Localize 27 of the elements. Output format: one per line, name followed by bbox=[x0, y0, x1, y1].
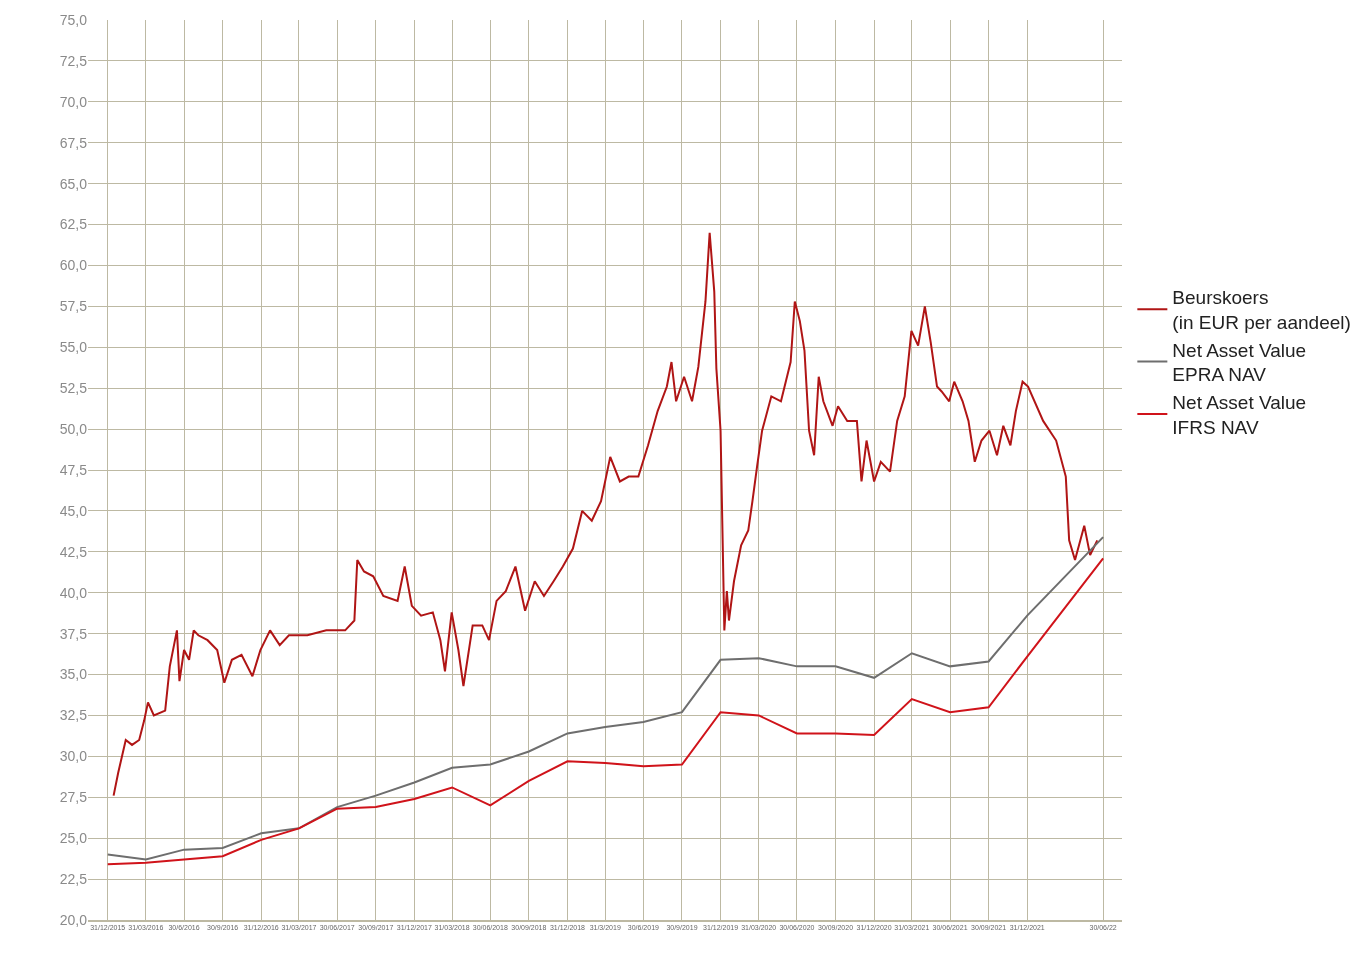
y-tick-label: 60,0 bbox=[59, 257, 88, 274]
y-tick-label: 52,5 bbox=[59, 380, 88, 397]
y-tick-label: 40,0 bbox=[59, 584, 88, 601]
y-tick-label: 50,0 bbox=[59, 420, 88, 437]
y-tick-label: 25,0 bbox=[59, 830, 88, 847]
y-tick-label: 35,0 bbox=[59, 666, 88, 683]
y-tick-label: 70,0 bbox=[59, 93, 88, 110]
legend-label: Net Asset Value EPRA NAV bbox=[1172, 339, 1307, 386]
y-tick-label: 47,5 bbox=[59, 461, 88, 478]
y-tick-label: 67,5 bbox=[59, 134, 88, 151]
line-series bbox=[112, 231, 1099, 797]
y-tick-label: 20,0 bbox=[59, 911, 88, 928]
y-tick-label: 57,5 bbox=[59, 298, 88, 315]
legend-label: Beurskoers (in EUR per aandeel) bbox=[1172, 287, 1351, 333]
y-tick-label: 37,5 bbox=[59, 625, 88, 642]
y-tick-label: 42,5 bbox=[59, 543, 88, 560]
y-tick-label: 45,0 bbox=[59, 502, 88, 519]
y-tick-label: 55,0 bbox=[59, 339, 88, 356]
y-tick-label: 30,0 bbox=[59, 748, 88, 765]
legend-label: Net Asset Value IFRS NAV bbox=[1172, 392, 1307, 438]
y-tick-label: 62,5 bbox=[59, 216, 88, 233]
y-tick-label: 27,5 bbox=[59, 789, 88, 806]
y-tick-label: 75,0 bbox=[59, 11, 88, 28]
y-tick-label: 65,0 bbox=[59, 175, 88, 192]
y-tick-label: 72,5 bbox=[59, 52, 88, 69]
y-tick-label: 32,5 bbox=[59, 707, 88, 724]
y-tick-label: 22,5 bbox=[59, 870, 88, 887]
